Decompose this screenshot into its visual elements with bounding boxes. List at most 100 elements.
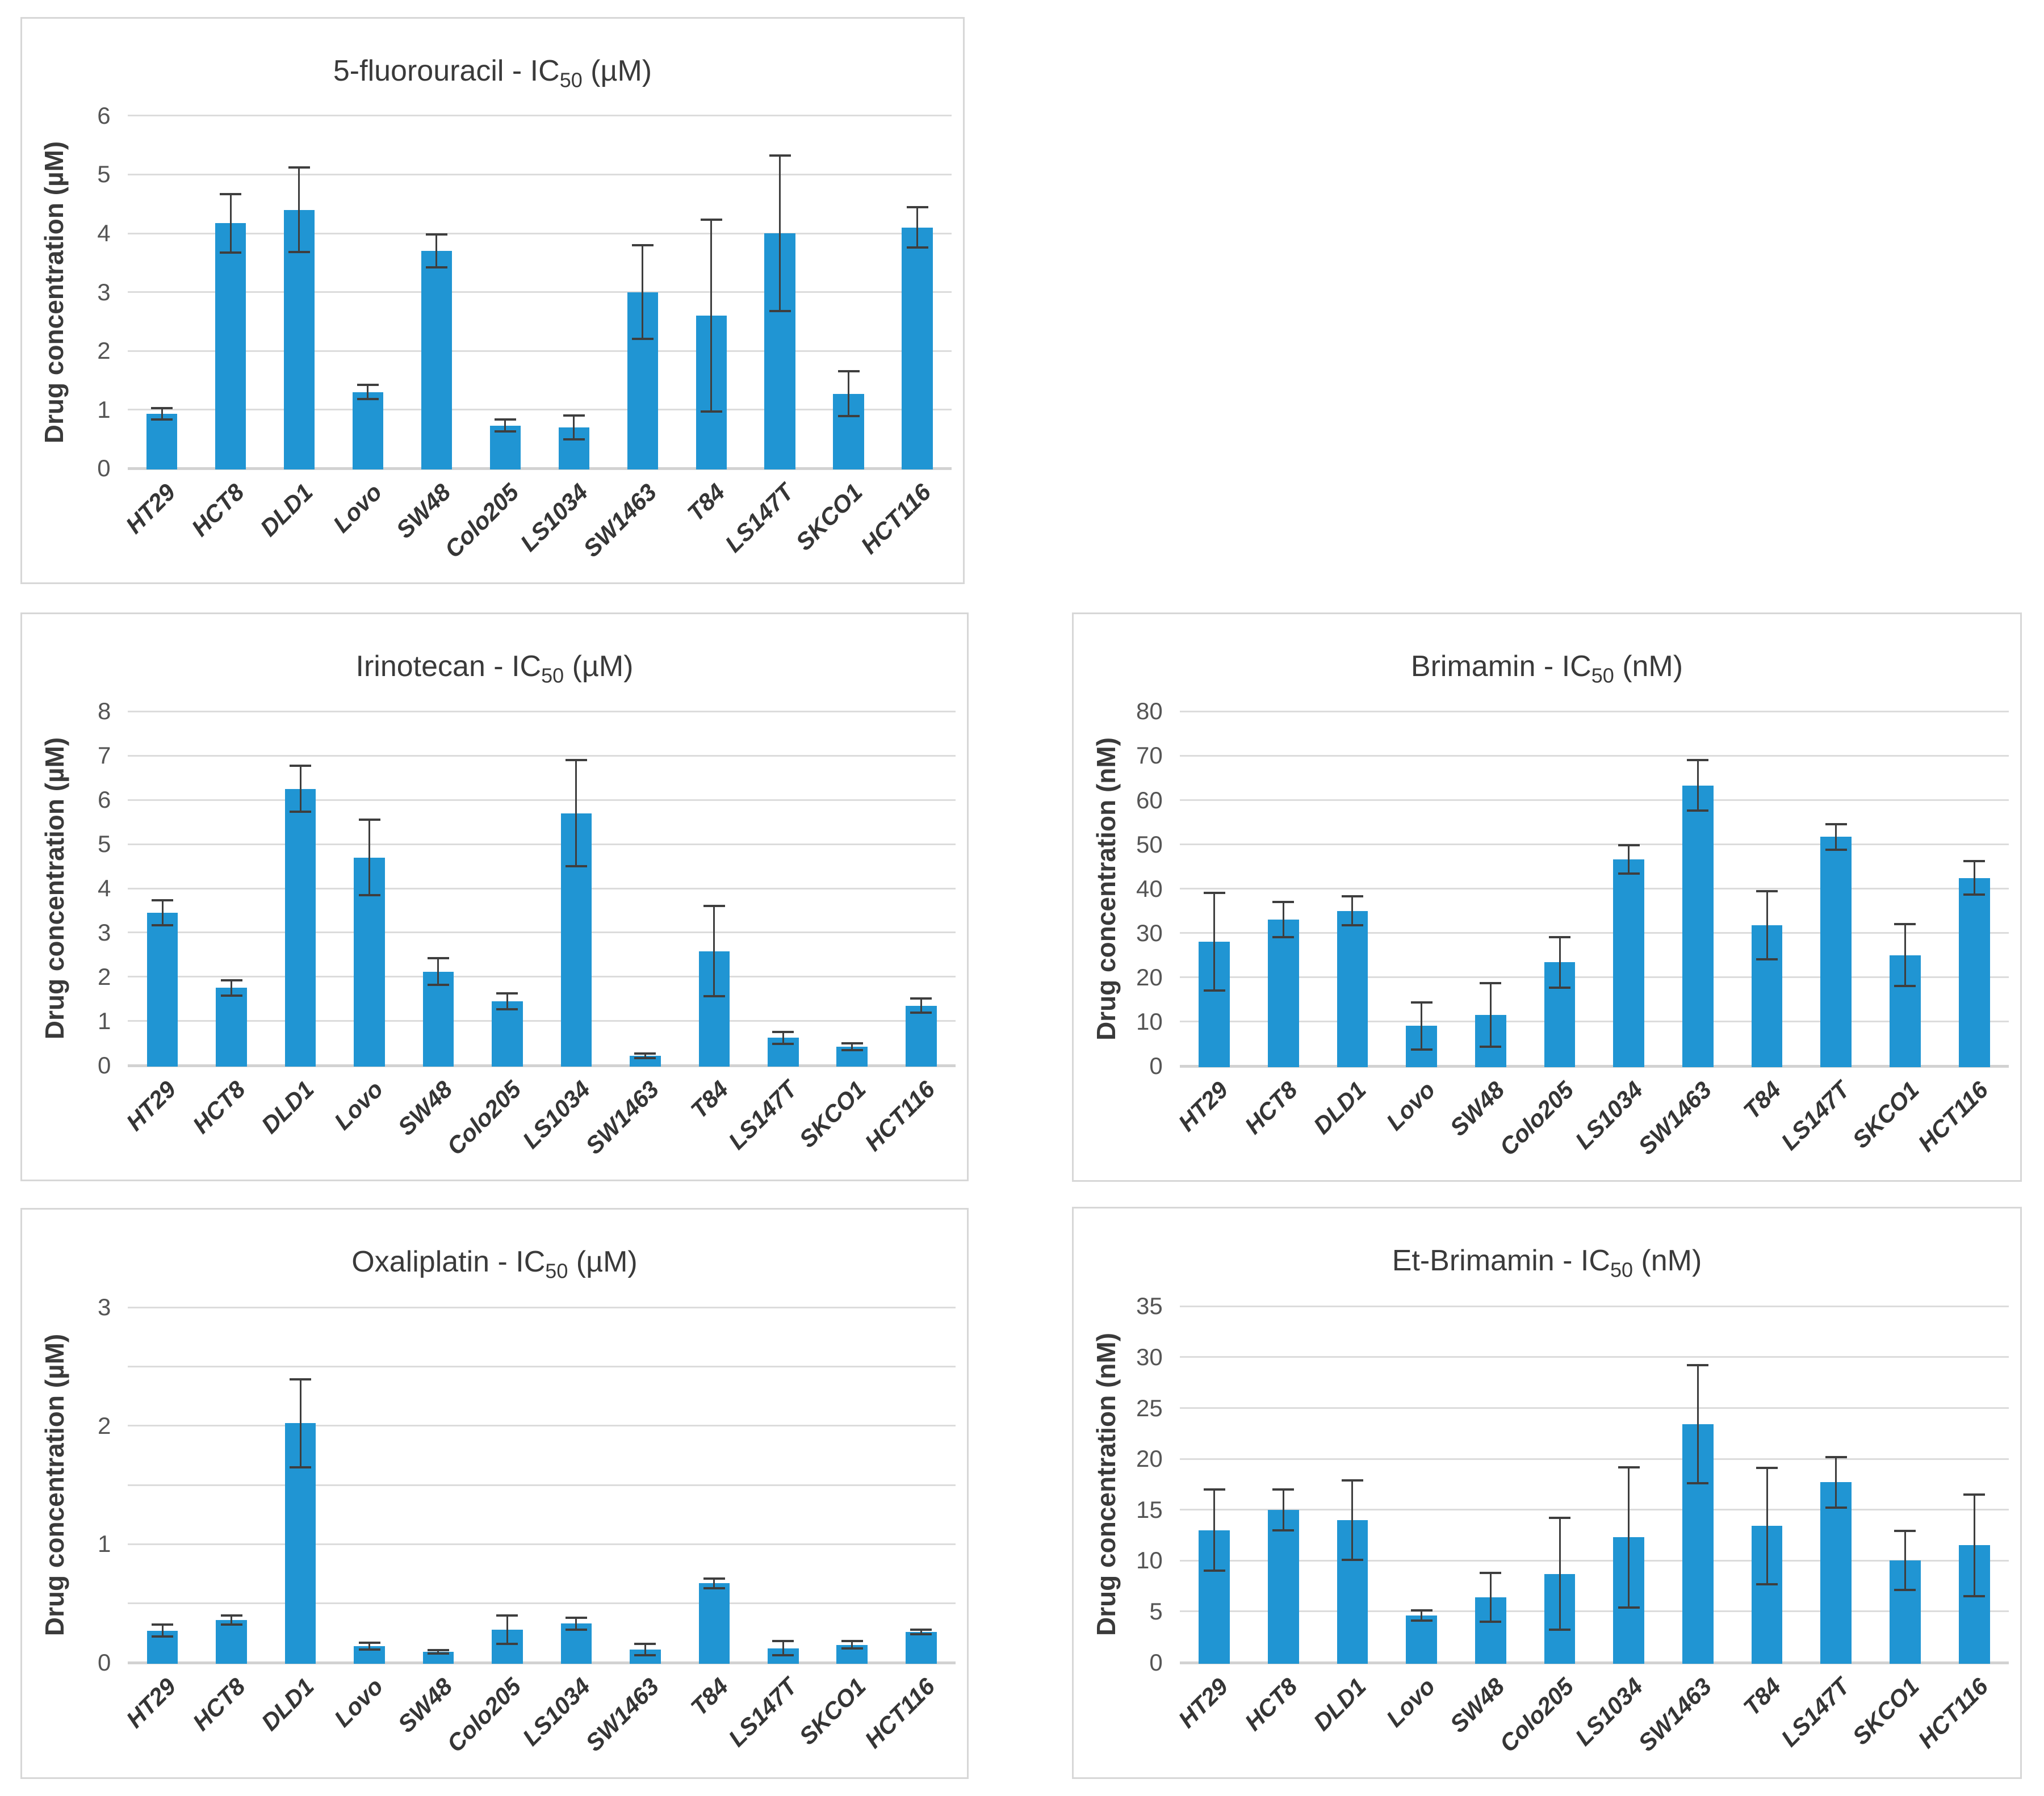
x-category-label: DLD1: [255, 479, 319, 542]
error-bar-cap-top: [1894, 922, 1916, 925]
gridline: [1179, 1559, 2009, 1562]
y-tick-label: 0: [97, 455, 111, 482]
x-category-label: HT29: [121, 1673, 182, 1733]
error-bar: [1213, 893, 1216, 991]
error-bar-cap-top: [220, 1614, 242, 1617]
y-tick-label: 40: [1136, 875, 1163, 902]
error-bar-cap-top: [1341, 895, 1363, 897]
y-tick-label: 20: [1136, 963, 1163, 991]
y-tick-label: 0: [1149, 1052, 1163, 1079]
error-bar-cap-top: [565, 1616, 587, 1619]
error-bar-cap-bottom: [220, 1623, 242, 1626]
error-bar-cap-bottom: [357, 398, 379, 401]
x-category-label: HCT8: [1239, 1076, 1302, 1139]
error-bar-cap-bottom: [772, 1654, 794, 1657]
error-bar-cap-bottom: [151, 418, 173, 421]
error-bar: [1282, 901, 1284, 938]
bar-Colo205: [489, 425, 521, 470]
gridline: [127, 350, 952, 352]
error-bar: [1904, 1531, 1906, 1591]
bar-SW48: [421, 251, 453, 470]
gridline: [1179, 1021, 2009, 1023]
error-bar: [367, 385, 369, 400]
gridline: [128, 1543, 956, 1545]
error-bar-cap-top: [1963, 1493, 1986, 1496]
error-bar-cap-top: [841, 1640, 863, 1643]
x-category-label: HCT116: [856, 479, 936, 560]
bar-SW1463: [1682, 785, 1714, 1067]
error-bar: [437, 1650, 439, 1654]
error-bar: [435, 234, 438, 268]
x-category-label: HCT116: [859, 1673, 940, 1753]
error-bar: [437, 958, 439, 985]
y-tick-label: 0: [1149, 1648, 1163, 1676]
x-category-label: HT29: [121, 1075, 182, 1136]
error-bar-cap-bottom: [1410, 1048, 1433, 1051]
error-bar: [573, 416, 575, 439]
error-bar: [920, 1629, 922, 1634]
chart-title: Oxaliplatin - IC50 (µM): [351, 1245, 638, 1283]
bar-HCT8: [1267, 1509, 1299, 1664]
bar-HT29: [146, 912, 178, 1067]
bar-SW48: [422, 1652, 454, 1664]
error-bar-cap-top: [152, 899, 174, 902]
x-category-label: Lovo: [329, 1075, 388, 1135]
y-tick-label: 60: [1136, 786, 1163, 813]
y-tick-label: 4: [98, 875, 111, 902]
bar-LS147T: [1820, 1482, 1852, 1664]
y-tick-label: 6: [97, 102, 111, 129]
error-bar-cap-bottom: [1618, 1606, 1640, 1609]
error-bar-cap-bottom: [1756, 1583, 1778, 1585]
error-bar-cap-bottom: [1272, 936, 1295, 939]
y-tick-label: 5: [1149, 1597, 1163, 1625]
y-tick-label: 50: [1136, 830, 1163, 858]
y-tick-label: 7: [98, 742, 111, 769]
x-category-label: HCT116: [859, 1075, 940, 1156]
x-category-label: HCT8: [1239, 1672, 1302, 1736]
error-bar-cap-top: [772, 1640, 794, 1643]
error-bar-cap-bottom: [910, 1012, 932, 1014]
error-bar-cap-top: [290, 1378, 312, 1381]
x-category-label: Colo205: [439, 479, 525, 564]
bar-DLD1: [284, 788, 316, 1067]
x-category-label: T84: [685, 1673, 734, 1721]
x-category-label: HT29: [120, 479, 181, 539]
x-category-label: DLD1: [1308, 1076, 1372, 1139]
y-tick-label: 70: [1136, 742, 1163, 769]
error-bar-cap-top: [1756, 1467, 1778, 1470]
gridline: [1179, 932, 2009, 934]
bar-HCT116: [905, 1631, 937, 1664]
error-bar-cap-bottom: [425, 266, 447, 269]
error-bar-cap-top: [152, 1623, 174, 1626]
error-bar-cap-bottom: [703, 1587, 725, 1589]
x-category-label: SKCO1: [1847, 1076, 1924, 1153]
x-axis-line: [1179, 1064, 2009, 1068]
x-category-label: DLD1: [256, 1075, 320, 1139]
x-category-label: HCT8: [187, 1075, 250, 1139]
error-bar-cap-bottom: [837, 415, 860, 418]
y-tick-label: 3: [98, 1294, 111, 1320]
x-axis-line: [127, 467, 952, 471]
error-bar-cap-top: [1480, 1571, 1502, 1574]
error-bar: [848, 371, 850, 417]
error-bar-cap-bottom: [220, 251, 242, 254]
bar-Colo205: [492, 1001, 523, 1067]
error-bar-cap-top: [703, 1577, 725, 1580]
error-bar-cap-bottom: [1480, 1620, 1502, 1623]
error-bar-cap-top: [494, 418, 516, 421]
error-bar: [161, 900, 164, 925]
error-bar-cap-top: [1825, 1455, 1847, 1458]
y-tick-label: 5: [97, 161, 111, 188]
error-bar-cap-bottom: [496, 1008, 518, 1010]
error-bar-cap-bottom: [1549, 1629, 1570, 1631]
error-bar: [1697, 760, 1699, 811]
error-bar-cap-bottom: [565, 1628, 587, 1631]
y-tick-label: 15: [1136, 1496, 1163, 1523]
error-bar-cap-bottom: [152, 924, 174, 926]
error-bar-cap-bottom: [1825, 848, 1847, 851]
error-bar-cap-top: [769, 154, 791, 157]
chart-panel-oxaliplatin: Oxaliplatin - IC50 (µM) Drug concentratio…: [20, 1208, 969, 1779]
y-tick-label: 0: [98, 1051, 111, 1079]
gridline: [1179, 754, 2009, 757]
error-bar: [1489, 1572, 1492, 1622]
